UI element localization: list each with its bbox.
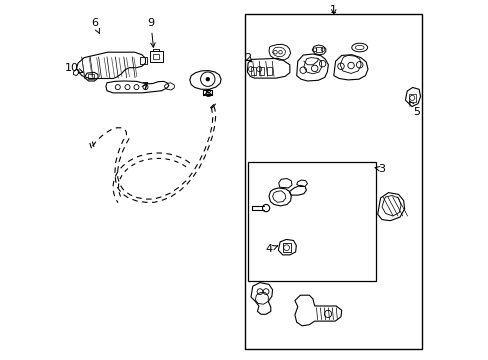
Text: 2: 2 bbox=[244, 53, 251, 63]
Bar bbox=[244, 14, 421, 349]
Text: 7: 7 bbox=[141, 82, 148, 92]
Bar bbox=[149, 51, 163, 62]
Text: 5: 5 bbox=[409, 101, 419, 117]
Text: 8: 8 bbox=[203, 89, 210, 99]
Circle shape bbox=[205, 77, 209, 81]
Bar bbox=[247, 162, 375, 281]
Text: 9: 9 bbox=[147, 18, 155, 47]
Bar bbox=[266, 67, 271, 75]
Bar bbox=[408, 94, 415, 102]
Text: 10: 10 bbox=[65, 63, 83, 73]
Text: 1: 1 bbox=[329, 5, 337, 15]
Text: 6: 6 bbox=[91, 18, 99, 33]
Bar bbox=[282, 243, 290, 252]
Bar bbox=[258, 67, 264, 75]
Bar bbox=[140, 57, 146, 64]
Bar bbox=[153, 54, 159, 59]
Text: 4: 4 bbox=[264, 244, 277, 255]
Bar bbox=[250, 67, 256, 75]
Text: 3: 3 bbox=[374, 164, 385, 174]
Bar bbox=[315, 47, 322, 52]
Bar bbox=[88, 74, 94, 79]
